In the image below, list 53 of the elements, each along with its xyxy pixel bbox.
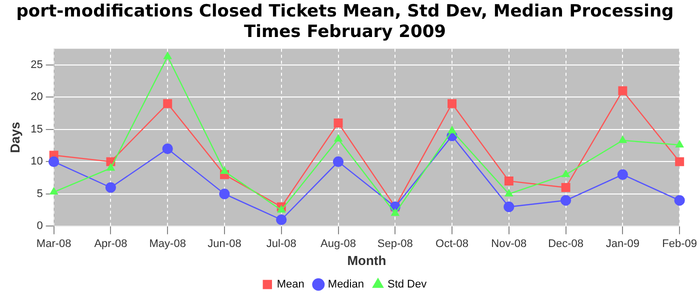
point (276, 214, 287, 226)
y-tick-label: 25 (30, 58, 43, 71)
point (448, 99, 457, 108)
point (676, 140, 684, 148)
point (675, 157, 684, 166)
x-tick-label: Dec-08 (548, 238, 584, 250)
x-tick-label: Aug-08 (320, 238, 356, 250)
y-tick-label: 10 (30, 156, 43, 168)
point (618, 86, 628, 96)
legend-label: Mean (276, 278, 304, 291)
x-tick-label: May-08 (149, 238, 186, 250)
point (560, 195, 572, 206)
point (332, 156, 344, 167)
point (162, 143, 173, 154)
x-tick-label: Feb-09 (662, 238, 698, 250)
point (617, 169, 628, 180)
point (391, 208, 400, 216)
x-tick-label: Apr-08 (94, 238, 128, 250)
point (163, 99, 172, 108)
point (334, 134, 342, 142)
y-tick-label: 20 (30, 91, 43, 104)
point (618, 136, 627, 143)
x-axis-title: Month (347, 252, 386, 268)
point (50, 188, 58, 195)
point (504, 202, 514, 212)
point (219, 188, 230, 200)
x-tick-label: Oct-08 (436, 238, 469, 250)
point (220, 166, 228, 174)
point (448, 126, 456, 134)
y-tick-label: 15 (30, 123, 43, 136)
point (674, 195, 685, 206)
x-tick-label: Sep-08 (377, 238, 413, 250)
x-tick-label: Jan-09 (606, 238, 640, 250)
y-tick-label: 5 (36, 188, 43, 200)
x-tick-label: Nov-08 (491, 238, 527, 250)
legend-label: Std Dev (387, 278, 428, 291)
x-tick-label: Mar-08 (36, 238, 72, 250)
point (562, 170, 570, 178)
point (106, 164, 115, 171)
x-tick-label: Jul-08 (266, 238, 296, 250)
point (164, 52, 172, 60)
point (504, 189, 513, 196)
legend-label: Median (328, 278, 364, 291)
y-tick-label: 0 (36, 220, 43, 232)
point (561, 183, 570, 192)
point (105, 182, 116, 193)
point (504, 176, 514, 186)
x-tick-label: Jun-08 (208, 238, 242, 250)
point (277, 206, 286, 213)
point (48, 156, 60, 167)
y-axis-title: Days (7, 122, 22, 154)
chart-title: port-modifications Closed Tickets Mean, Std Dev, Median Processing Times February 2009 (16, 2, 674, 42)
point (334, 118, 343, 128)
